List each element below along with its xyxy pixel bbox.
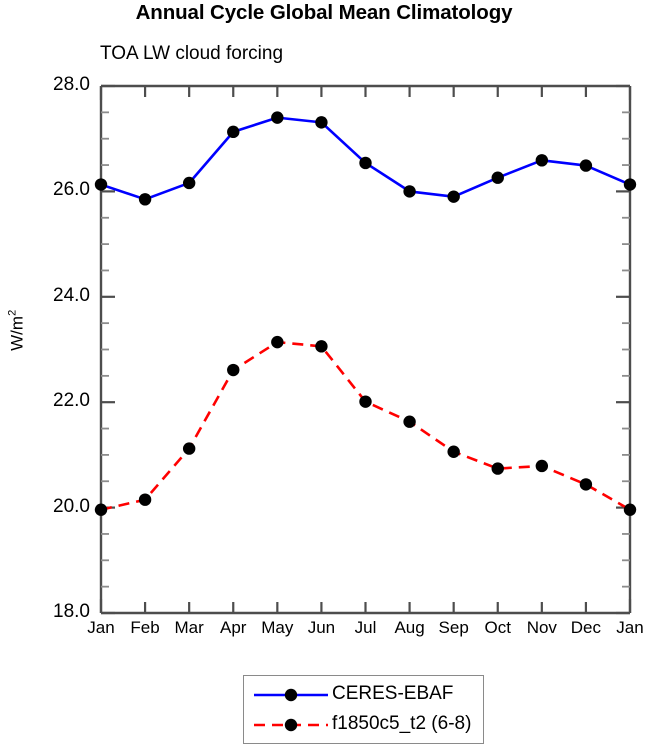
x-tick-label: Mar [174,618,204,637]
x-tick-label: Oct [484,618,511,637]
x-tick-label: Jan [87,618,115,637]
y-tick-label: 20.0 [53,495,90,517]
x-tick-label: Jun [307,618,336,637]
x-tick-label: Nov [526,618,557,637]
legend-item-1: f1850c5_t2 (6-8) [244,710,485,740]
x-tick-label: Dec [570,618,602,637]
y-tick-label: 24.0 [53,284,90,306]
y-tick-label: 26.0 [53,179,90,201]
x-tick-label: Apr [220,618,247,637]
legend: CERES-EBAF f1850c5_t2 (6-8) [243,675,484,744]
chart-title: Annual Cycle Global Mean Climatology [135,1,513,24]
legend-item-0: CERES-EBAF [244,680,485,710]
x-tick-label: May [261,618,294,637]
legend-line-sample-0 [254,688,328,702]
x-tick-label: Jan [616,618,644,637]
data-series-group [94,111,637,516]
legend-label-1: f1850c5_t2 (6-8) [332,713,472,734]
y-tick-label: 18.0 [53,601,90,622]
legend-label-0: CERES-EBAF [332,683,454,704]
x-tick-label: Feb [130,618,160,637]
x-tick-label: Sep [438,618,469,637]
legend-line-sample-1 [254,718,328,732]
y-tick-label: 28.0 [53,74,90,95]
chart-subtitle: TOA LW cloud forcing [100,43,284,64]
y-tick-label: 22.0 [53,390,90,412]
x-tick-label: Aug [394,618,425,637]
axis-ticks [99,84,632,615]
x-tick-label: Jul [354,618,377,637]
